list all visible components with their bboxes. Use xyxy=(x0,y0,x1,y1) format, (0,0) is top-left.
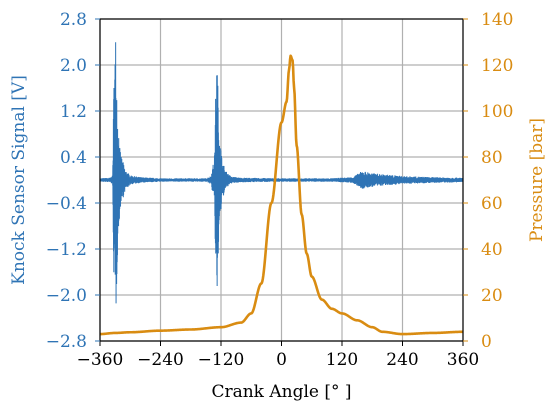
x-tick-label: 240 xyxy=(386,350,418,370)
x-axis-label: Crank Angle [° ] xyxy=(211,382,351,402)
x-tick-label: −240 xyxy=(137,350,184,370)
y-left-tick-label: 2.8 xyxy=(60,10,87,30)
y-left-tick-label: −1.2 xyxy=(46,240,87,260)
y-left-tick-label: −0.4 xyxy=(46,194,87,214)
pressure-line xyxy=(99,54,464,336)
y-right-tick-label: 20 xyxy=(481,286,503,306)
x-tick-label: 360 xyxy=(447,350,479,370)
x-tick-label: −120 xyxy=(198,350,245,370)
y-right-axis-label: Pressure [bar] xyxy=(527,118,547,242)
x-tick-label: 120 xyxy=(326,350,358,370)
x-tick-label: 0 xyxy=(276,350,287,370)
y-left-tick-label: 1.2 xyxy=(60,102,87,122)
y-left-tick-label: 2.0 xyxy=(60,56,87,76)
y-right-tick-label: 80 xyxy=(481,148,503,168)
y-right-tick-label: 0 xyxy=(481,332,492,352)
y-right-tick-label: 140 xyxy=(481,10,513,30)
y-right-tick-label: 40 xyxy=(481,240,503,260)
y-right-tick-label: 60 xyxy=(481,194,503,214)
x-axis-ticks: −360 −240 −120 0 120 240 360 xyxy=(77,341,479,370)
y-right-tick-label: 100 xyxy=(481,102,513,122)
y-left-axis-label: Knock Sensor Signal [V] xyxy=(9,75,29,285)
y-right-axis-ticks: 140 120 100 80 60 40 20 0 xyxy=(463,10,513,352)
y-left-tick-label: −2.8 xyxy=(46,332,87,352)
y-left-tick-label: 0.4 xyxy=(60,148,87,168)
y-left-tick-label: −2.0 xyxy=(46,286,87,306)
y-right-tick-label: 120 xyxy=(481,56,513,76)
knock-signal-line xyxy=(99,42,464,304)
y-left-axis-ticks: 2.8 2.0 1.2 0.4 −0.4 −1.2 −2.0 −2.8 xyxy=(46,10,100,352)
x-tick-label: −360 xyxy=(77,350,124,370)
series-layer xyxy=(99,42,464,336)
